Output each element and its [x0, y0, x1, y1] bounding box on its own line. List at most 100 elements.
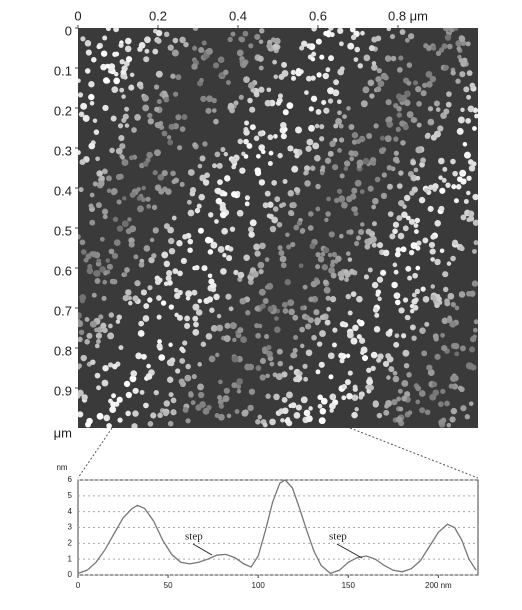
afm-dot [330, 259, 336, 265]
afm-dot [409, 308, 415, 314]
afm-dot [146, 363, 151, 369]
afm-dot [432, 187, 437, 192]
afm-dot [446, 91, 452, 97]
afm-dot [268, 150, 274, 156]
afm-dot [323, 279, 329, 285]
afm-dot [199, 155, 206, 162]
afm-dot [154, 184, 162, 191]
afm-dot [138, 84, 144, 90]
afm-dot [225, 80, 231, 85]
afm-dot [447, 292, 455, 300]
afm-dot [212, 163, 218, 169]
afm-dot [244, 201, 250, 207]
afm-dot [338, 352, 345, 359]
afm-dot [79, 159, 86, 166]
afm-dot [403, 362, 410, 369]
afm-dot [288, 365, 294, 371]
afm-dot [138, 261, 145, 268]
afm-dot [375, 86, 382, 93]
afm-dot [281, 301, 288, 308]
afm-dot [405, 265, 412, 272]
afm-dot [324, 217, 329, 223]
afm-dot [102, 104, 109, 112]
afm-dot [384, 135, 392, 143]
afm-dot [236, 49, 244, 57]
afm-dot [407, 275, 413, 281]
afm-dot [457, 116, 465, 124]
afm-dot [466, 94, 472, 100]
afm-dot [193, 321, 199, 328]
afm-dot [257, 414, 263, 420]
afm-dot [430, 257, 435, 262]
afm-dot [156, 314, 162, 320]
afm-dot [412, 80, 419, 86]
afm-dot [434, 220, 441, 227]
afm-dot [381, 172, 387, 178]
afm-dot [305, 349, 313, 357]
afm-dot [303, 409, 311, 417]
afm-dot [332, 164, 339, 171]
afm-dot [316, 341, 323, 347]
afm-dot [192, 28, 199, 31]
afm-dot [401, 395, 408, 402]
afm-dot [398, 170, 404, 176]
afm-dot [356, 295, 363, 303]
afm-dot [319, 170, 325, 176]
afm-dot [293, 411, 301, 419]
afm-dot [224, 175, 231, 182]
afm-dot [415, 399, 421, 405]
afm-dot [266, 43, 272, 49]
afm-dot [101, 208, 109, 215]
afm-dot [468, 165, 476, 172]
afm-dot [284, 418, 291, 424]
afm-dot [93, 270, 101, 277]
afm-dot [385, 400, 392, 407]
afm-dot [257, 130, 265, 137]
afm-dot [78, 78, 81, 83]
afm-dot [415, 146, 423, 154]
afm-dot [192, 45, 198, 51]
afm-dot [395, 247, 402, 253]
afm-dot [345, 353, 351, 359]
x-tick-label: 0.8 μm [388, 8, 428, 23]
afm-dot [224, 322, 231, 329]
y-axis-label: μm [54, 425, 72, 440]
afm-dot [134, 280, 141, 287]
afm-dot [319, 124, 325, 130]
afm-dot [239, 36, 246, 43]
afm-dot [96, 385, 102, 391]
afm-dot [458, 291, 466, 298]
afm-dot [288, 308, 295, 316]
afm-dot [319, 330, 326, 337]
y-tick-label: 3 [68, 523, 73, 532]
afm-dot [299, 326, 305, 333]
afm-dot [393, 150, 399, 156]
afm-dot [341, 384, 348, 390]
afm-dot [122, 294, 129, 302]
afm-dot [84, 339, 90, 345]
afm-dot [91, 56, 97, 63]
afm-dot [317, 256, 325, 263]
afm-dot [387, 211, 394, 217]
afm-dot [450, 407, 458, 415]
afm-dot [145, 373, 153, 380]
afm-dot [351, 187, 358, 194]
afm-dot [168, 123, 175, 130]
afm-dot [298, 263, 304, 269]
afm-dot [310, 95, 318, 102]
afm-dot [198, 193, 205, 201]
afm-dot [121, 94, 126, 99]
afm-dot [238, 94, 244, 100]
afm-dot [91, 251, 98, 258]
afm-dot [137, 205, 144, 213]
afm-dot [356, 319, 362, 324]
afm-dot [357, 63, 363, 69]
afm-dot [462, 141, 468, 147]
afm-dot [369, 93, 375, 99]
afm-dot [155, 121, 162, 129]
afm-dot [343, 160, 351, 167]
afm-dot [293, 376, 299, 383]
afm-dot [396, 112, 402, 118]
afm-dot [327, 87, 335, 95]
afm-dot [317, 394, 323, 401]
